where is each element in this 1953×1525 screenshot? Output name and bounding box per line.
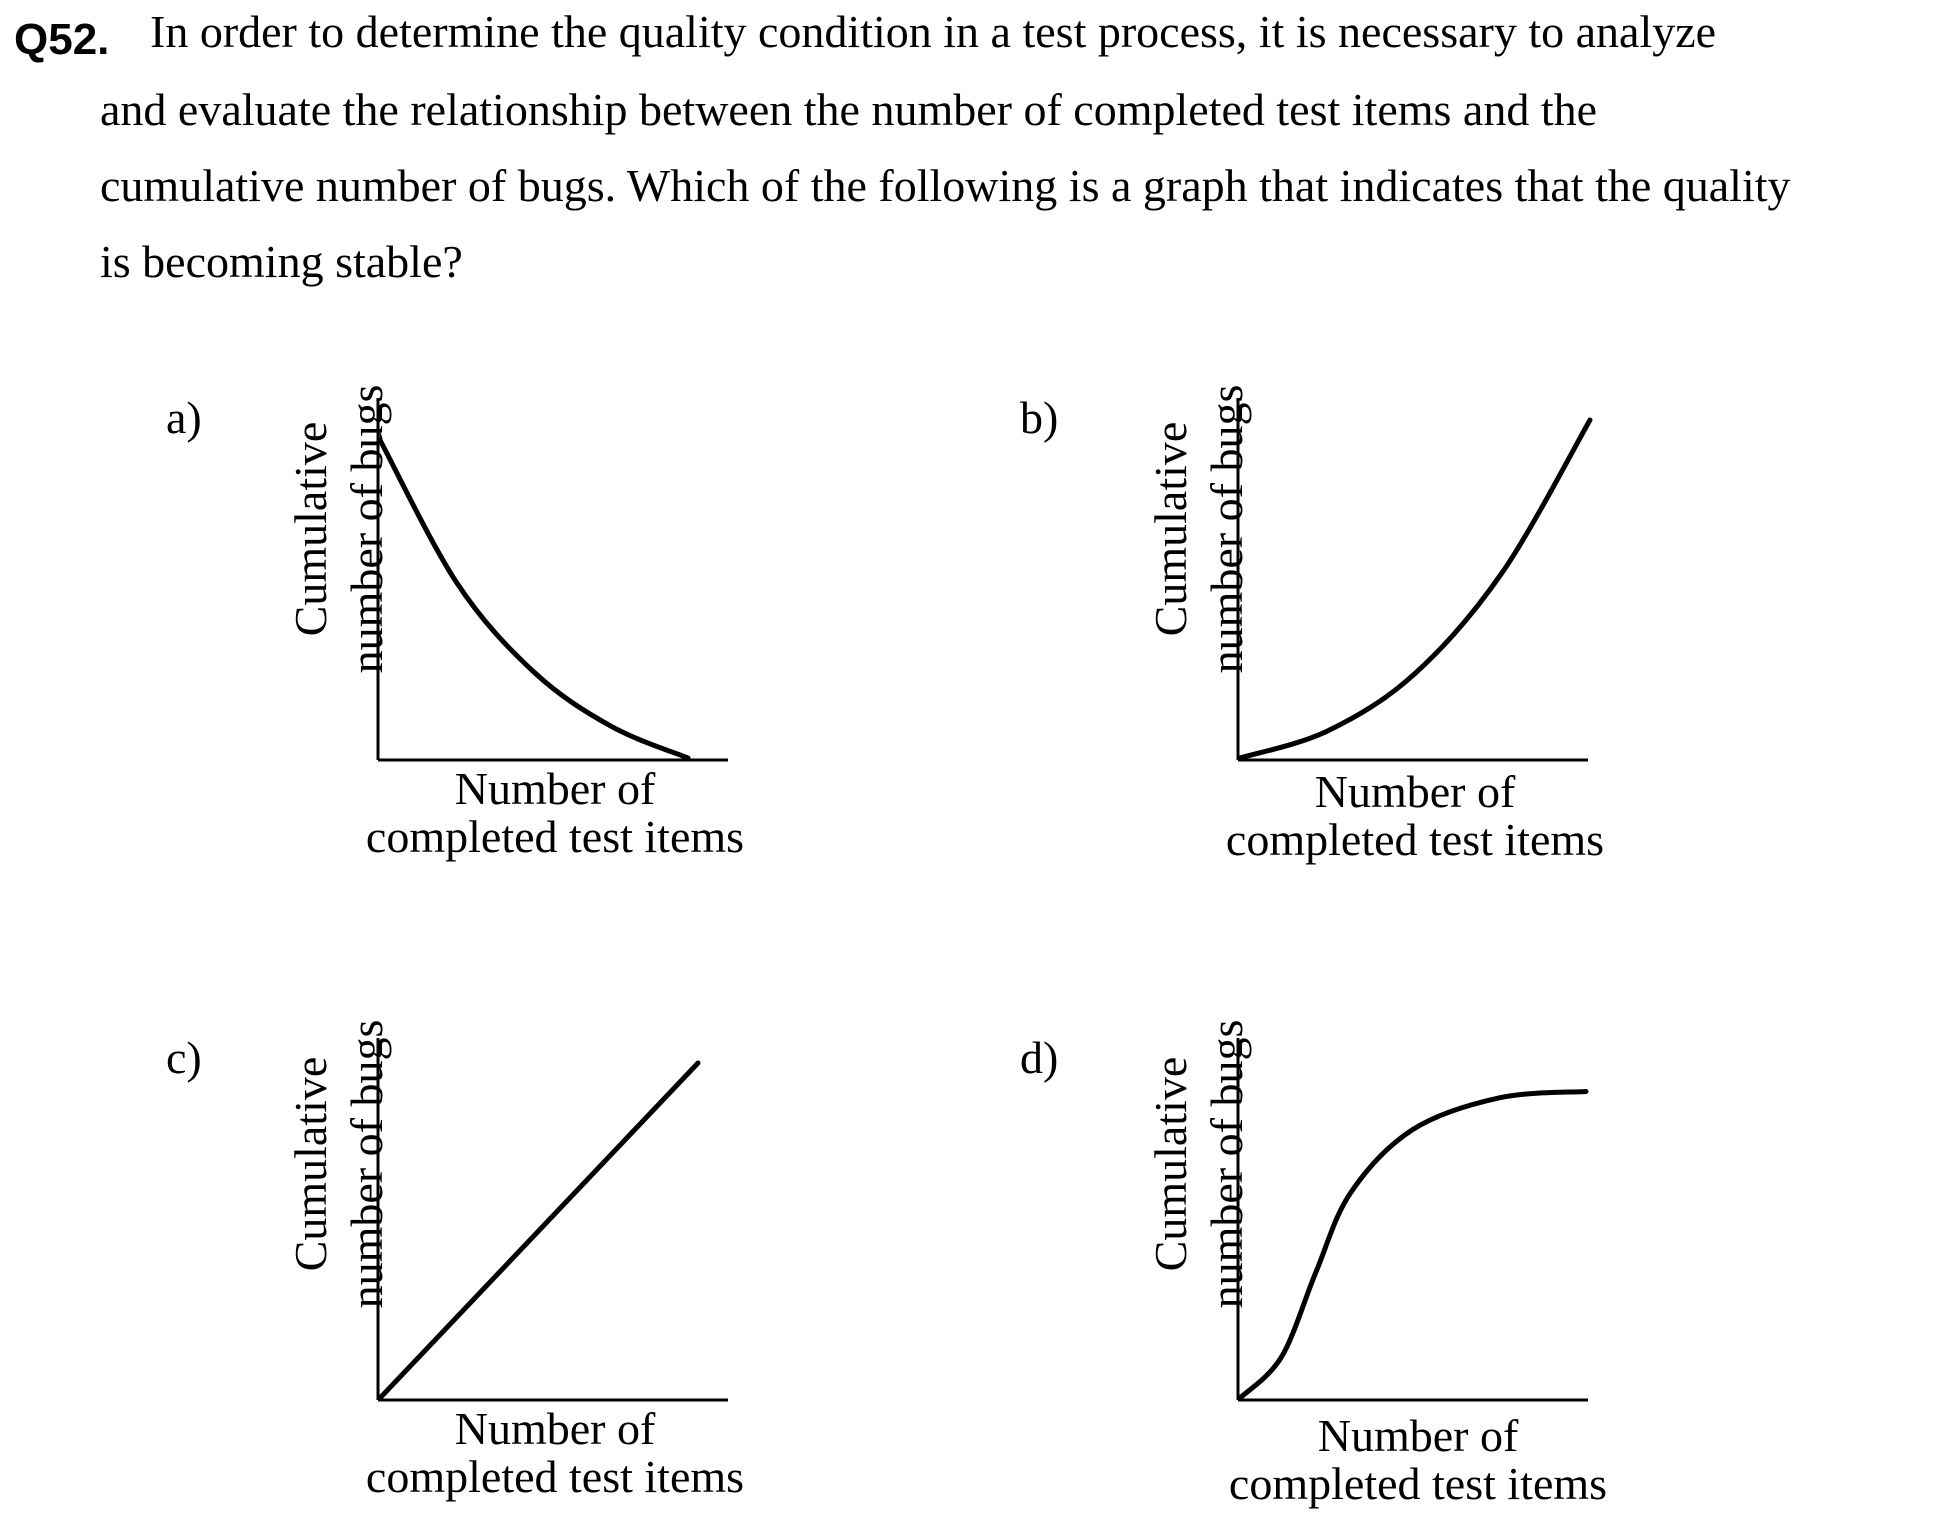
- question-stem-line-3: cumulative number of bugs. Which of the …: [100, 160, 1791, 211]
- option-a-label[interactable]: a): [166, 392, 202, 443]
- question-stem-line-1: In order to determine the quality condit…: [150, 6, 1717, 57]
- option-a-curve: [377, 437, 691, 761]
- option-d-label[interactable]: d): [1020, 1032, 1059, 1083]
- option-d-x-axis-label: Number of completed test items: [1228, 1410, 1608, 1509]
- question-stem-line-4: is becoming stable?: [100, 236, 463, 287]
- option-d-curve: [1237, 1088, 1589, 1401]
- option-a-x-axis-label: Number of completed test items: [365, 763, 745, 862]
- option-b-x-axis-label: Number of completed test items: [1225, 766, 1605, 865]
- option-b-label[interactable]: b): [1020, 392, 1059, 443]
- option-c-label[interactable]: c): [166, 1032, 202, 1083]
- question-stem-line-2: and evaluate the relationship between th…: [100, 84, 1598, 135]
- option-b-curve: [1237, 417, 1593, 761]
- option-c-curve: [377, 1060, 701, 1401]
- question-number: Q52.: [14, 15, 110, 64]
- option-c-x-axis-label: Number of completed test items: [365, 1403, 745, 1502]
